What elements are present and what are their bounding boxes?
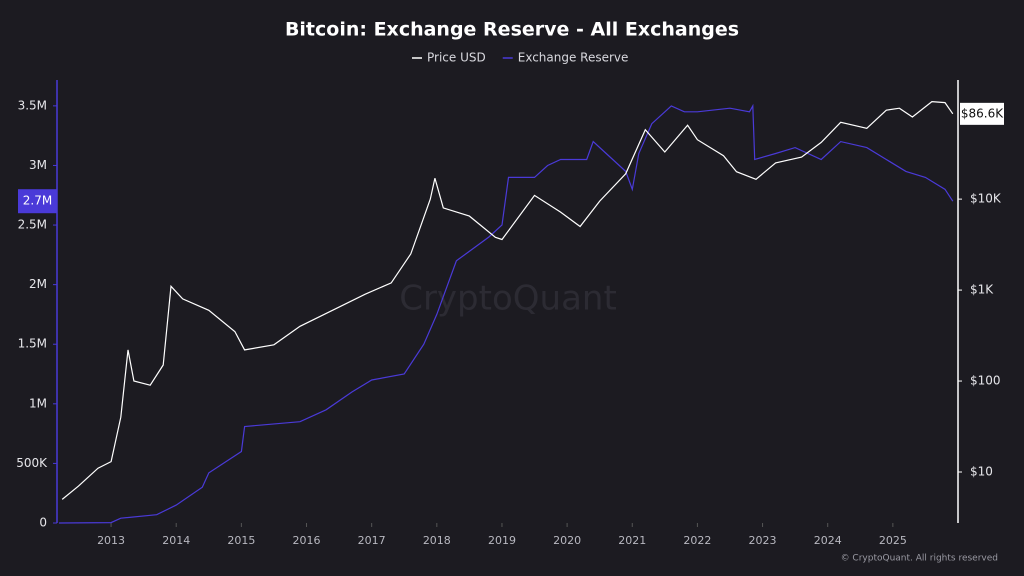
y2-tick-label: $10 [970,465,993,479]
x-tick-label: 2021 [618,534,646,547]
y-tick-label: 1.5M [18,337,47,351]
x-tick-label: 2018 [423,534,451,547]
y-tick-label: 3.5M [18,98,47,112]
watermark: CryptoQuant [399,279,617,319]
y-tick-label: 2M [29,277,47,291]
x-tick-label: 2015 [227,534,255,547]
y-tick-label: 3M [29,158,47,172]
legend-label: Price USD [427,51,486,65]
x-tick-label: 2019 [488,534,516,547]
series-line [58,103,954,524]
x-tick-label: 2020 [553,534,581,547]
value-badge [18,189,57,214]
x-tick-label: 2017 [358,534,386,547]
y2-tick-label: $10K [970,192,1002,206]
y2-tick-label: $100 [970,374,1001,388]
y-tick-label: 500K [16,456,48,470]
series-line [61,100,954,500]
chart-title: Bitcoin: Exchange Reserve - All Exchange… [285,19,739,41]
x-tick-label: 2016 [293,534,321,547]
x-tick-label: 2024 [814,534,842,547]
y-tick-label: 0 [39,516,47,530]
x-tick-label: 2014 [162,534,190,547]
x-tick-label: 2025 [879,534,907,547]
x-tick-label: 2013 [97,534,125,547]
footer: © CryptoQuant. All rights reserved [841,554,998,564]
legend-label: Exchange Reserve [518,51,629,65]
y-tick-label: 2.5M [18,218,47,232]
value-label: 2.7M [23,194,52,208]
y2-tick-label: $1K [970,283,994,297]
x-tick-label: 2022 [683,534,711,547]
y-tick-label: 1M [29,396,47,410]
value-badge [960,102,1004,125]
x-tick-label: 2023 [749,534,777,547]
value-label: $86.6K [961,106,1004,120]
